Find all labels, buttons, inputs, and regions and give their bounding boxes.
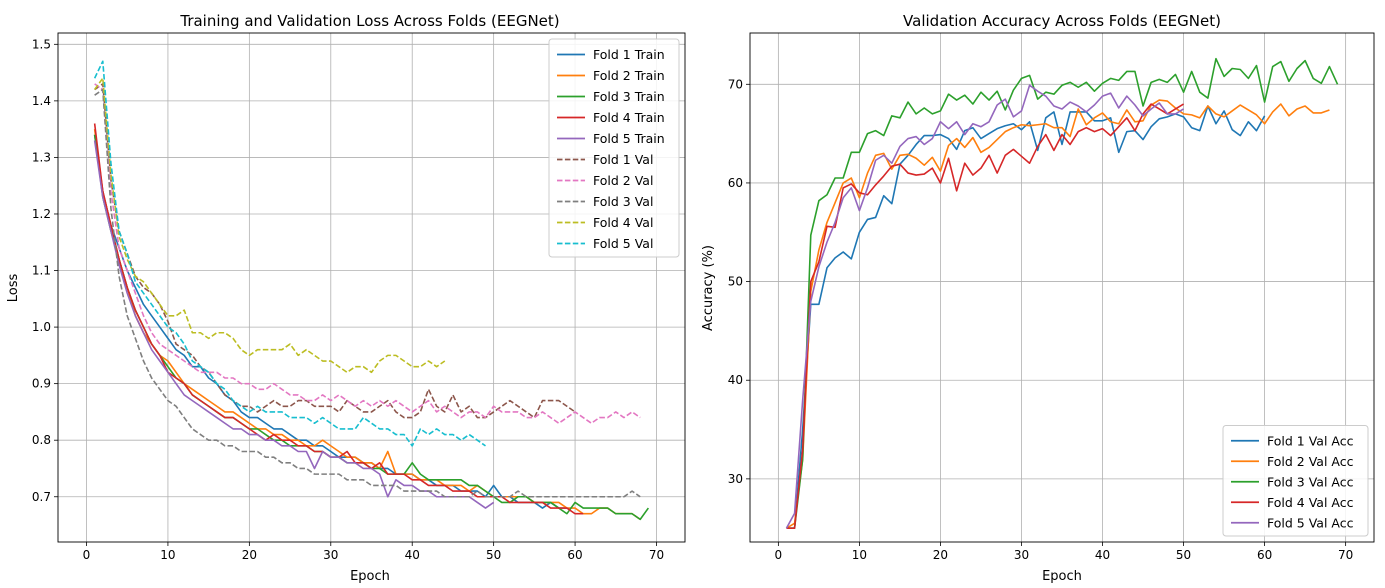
- series-line-fold-3-val-acc: [786, 57, 1339, 529]
- legend-label-fold-2-val: Fold 2 Val: [593, 173, 653, 188]
- series-line-fold-3-val: [94, 88, 641, 498]
- legend-label-fold-1-train: Fold 1 Train: [593, 47, 665, 62]
- accuracy-chart: Validation Accuracy Across Folds (EEGNet…: [701, 12, 1375, 584]
- accuracy-chart-ylabel: Accuracy (%): [701, 245, 716, 331]
- legend-label-fold-3-val: Fold 3 Val: [593, 194, 653, 209]
- legend-label-fold-5-train: Fold 5 Train: [593, 131, 665, 146]
- loss-xtick-label: 20: [242, 548, 257, 562]
- series-line-fold-1-val-acc: [786, 105, 1266, 529]
- accuracy-ytick-label: 70: [728, 77, 743, 91]
- series-line-fold-5-train: [93, 140, 495, 509]
- loss-xtick-label: 50: [486, 548, 501, 562]
- series-line-fold-2-val: [94, 83, 641, 425]
- loss-ytick-label: 0.7: [32, 490, 51, 504]
- accuracy-ytick-label: 60: [728, 176, 743, 190]
- series-line-fold-5-val-acc: [785, 84, 1184, 529]
- series-line-fold-1-val: [94, 83, 576, 419]
- loss-axes-frame: [57, 32, 686, 543]
- loss-ytick-label: 1.4: [32, 94, 51, 108]
- loss-ytick-label: 1.2: [32, 207, 51, 221]
- series-line-fold-2-val-acc: [786, 99, 1330, 529]
- accuracy-legend: Fold 1 Val Acc Fold 2 Val Acc Fold 3 Val A…: [1222, 425, 1369, 537]
- loss-chart-ylabel: Loss: [6, 274, 21, 303]
- loss-chart-xlabel: Epoch: [350, 569, 390, 584]
- accuracy-legend-box: [1222, 425, 1369, 537]
- loss-legend-box: [548, 38, 680, 258]
- loss-ytick-label: 0.8: [32, 433, 51, 447]
- accuracy-ytick-label: 50: [728, 275, 743, 289]
- legend-label-fold-1-val-acc: Fold 1 Val Acc: [1267, 433, 1354, 448]
- legend-label-fold-5-val: Fold 5 Val: [593, 236, 653, 251]
- loss-xtick-label: 60: [567, 548, 582, 562]
- legend-label-fold-5-val-acc: Fold 5 Val Acc: [1267, 515, 1354, 530]
- legend-label-fold-2-val-acc: Fold 2 Val Acc: [1267, 454, 1354, 469]
- accuracy-xtick-label: 60: [1257, 548, 1272, 562]
- series-line-fold-5-val: [93, 60, 486, 447]
- accuracy-chart-title: Validation Accuracy Across Folds (EEGNet…: [903, 12, 1221, 30]
- accuracy-xtick-label: 0: [775, 548, 783, 562]
- loss-xtick-label: 40: [405, 548, 420, 562]
- loss-ytick-label: 1.0: [32, 320, 51, 334]
- accuracy-chart-xlabel: Epoch: [1042, 569, 1082, 584]
- legend-label-fold-1-val: Fold 1 Val: [593, 152, 653, 167]
- accuracy-xtick-label: 10: [852, 548, 867, 562]
- accuracy-ytick-label: 40: [728, 373, 743, 387]
- accuracy-ytick-label: 30: [728, 472, 743, 486]
- legend-label-fold-3-val-acc: Fold 3 Val Acc: [1267, 474, 1354, 489]
- legend-label-fold-4-val: Fold 4 Val: [593, 215, 653, 230]
- loss-chart: Training and Validation Loss Across Fold…: [6, 12, 686, 584]
- loss-xtick-label: 10: [160, 548, 175, 562]
- loss-xtick-label: 30: [323, 548, 338, 562]
- legend-label-fold-3-train: Fold 3 Train: [593, 89, 665, 104]
- loss-ytick-label: 0.9: [32, 377, 51, 391]
- legend-label-fold-4-train: Fold 4 Train: [593, 110, 665, 125]
- loss-xtick-label: 0: [83, 548, 91, 562]
- accuracy-xtick-label: 70: [1338, 548, 1353, 562]
- loss-ytick-label: 1.1: [32, 264, 51, 278]
- loss-xtick-label: 70: [649, 548, 664, 562]
- accuracy-xtick-label: 20: [933, 548, 948, 562]
- loss-ytick-label: 1.5: [32, 37, 51, 51]
- legend-label-fold-2-train: Fold 2 Train: [593, 68, 665, 83]
- legend-label-fold-4-val-acc: Fold 4 Val Acc: [1267, 495, 1354, 510]
- loss-ytick-label: 1.3: [32, 150, 51, 164]
- accuracy-axes-frame: [749, 32, 1375, 543]
- accuracy-xtick-label: 50: [1176, 548, 1191, 562]
- accuracy-xtick-label: 30: [1014, 548, 1029, 562]
- series-line-fold-4-val-acc: [786, 103, 1184, 529]
- loss-legend: Fold 1 Train Fold 2 Train Fold 3 Train Fold…: [548, 38, 680, 258]
- accuracy-xtick-label: 40: [1095, 548, 1110, 562]
- series-line-fold-4-val: [93, 77, 446, 374]
- loss-chart-title: Training and Validation Loss Across Fold…: [179, 12, 559, 30]
